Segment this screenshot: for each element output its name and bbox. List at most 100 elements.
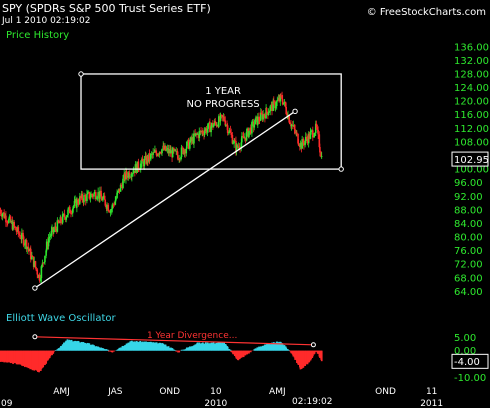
candle-body: [210, 122, 213, 127]
candle-body: [318, 134, 321, 147]
box-handle: [78, 71, 84, 77]
ewo-bar: [182, 349, 185, 351]
ewo-bar: [249, 350, 252, 353]
ewo-bar: [303, 350, 305, 366]
candle-body: [268, 111, 271, 113]
candle-body: [223, 116, 225, 121]
candle-body: [209, 122, 211, 133]
candle-body: [147, 156, 149, 162]
ewo-bar: [125, 343, 128, 351]
candle-body: [187, 139, 190, 149]
candle-body: [86, 194, 88, 202]
ewo-bar: [136, 341, 139, 351]
candle-body: [258, 116, 260, 121]
candle-body: [244, 137, 247, 141]
ewo-tick-label: 5.00: [454, 333, 476, 344]
ewo-bar: [122, 346, 124, 351]
candle-body: [47, 238, 50, 247]
candle-body: [271, 104, 273, 111]
candle-body: [274, 106, 277, 109]
trendline: [34, 110, 296, 289]
ewo-bar: [269, 344, 272, 351]
candle-body: [302, 139, 305, 143]
candle-body: [284, 101, 287, 107]
ewo-bar: [214, 343, 217, 351]
candle-body: [313, 133, 316, 137]
ewo-bar: [108, 350, 110, 352]
candle-body: [141, 158, 144, 162]
ewo-bar: [0, 350, 2, 362]
ewo-bar: [191, 346, 194, 351]
candle-body: [212, 124, 215, 128]
candle-body: [226, 124, 228, 126]
candle-body: [196, 133, 199, 135]
candle-body: [157, 154, 159, 156]
ewo-bar: [104, 349, 107, 351]
candle-body: [143, 158, 146, 167]
ewo-bar: [296, 350, 298, 363]
price-tick-label: 108.00: [454, 137, 489, 148]
price-tick-label: 100.00: [454, 165, 489, 176]
ewo-bar: [178, 350, 181, 353]
box-handle: [338, 166, 344, 172]
ewo-bar: [177, 350, 179, 353]
ewo-bar: [226, 346, 229, 351]
ewo-bar: [138, 341, 140, 351]
candle-body: [296, 132, 298, 134]
x-year-label: 2010: [204, 399, 227, 408]
ewo-bar: [219, 342, 222, 351]
candle-body: [8, 216, 11, 219]
candle-body: [316, 127, 319, 130]
ewo-bar: [141, 341, 144, 351]
ewo-bar: [51, 350, 53, 356]
candle-body: [315, 123, 318, 128]
candle-body: [6, 222, 9, 224]
candle-body: [13, 226, 16, 228]
ewo-bar: [205, 343, 208, 351]
ewo-bar: [186, 347, 188, 351]
ewo-bar: [212, 342, 215, 351]
ewo-bar: [40, 350, 43, 369]
candle-body: [317, 129, 319, 135]
ewo-series: 1 Year Divergence...: [0, 331, 323, 373]
candle-body: [95, 198, 98, 200]
ewo-bar: [123, 345, 126, 351]
candle-body: [119, 184, 122, 192]
candle-body: [186, 141, 188, 149]
candle-body: [136, 161, 138, 173]
ewo-bar: [81, 342, 84, 351]
ewo-bar: [313, 350, 316, 354]
ewo-bar: [189, 346, 192, 351]
candle-body: [319, 146, 321, 153]
ewo-bar: [200, 343, 202, 351]
candle-body: [43, 261, 46, 263]
ewo-bar: [45, 350, 48, 362]
x-tick-label: 10: [210, 387, 222, 397]
ewo-bar: [184, 349, 186, 351]
candle-body: [221, 115, 224, 118]
candle-body: [22, 236, 25, 246]
candle-body: [230, 132, 233, 135]
ewo-bar: [65, 340, 68, 351]
candle-body: [160, 152, 163, 154]
candle-body: [233, 140, 236, 142]
ewo-bar: [100, 347, 103, 351]
candle-body: [57, 220, 60, 223]
candle-body: [290, 124, 293, 127]
ewo-bar: [233, 350, 236, 357]
candle-body: [246, 128, 248, 132]
last-price-box: [451, 151, 489, 167]
price-tick-label: 120.00: [454, 97, 489, 108]
candle-body: [174, 149, 177, 152]
candle-body: [137, 161, 140, 170]
candle-body: [283, 103, 285, 105]
candle-body: [306, 139, 309, 144]
candle-body: [283, 101, 286, 104]
ewo-bar: [207, 343, 210, 351]
x-tick-label: OND: [159, 387, 180, 397]
ewo-bar: [154, 342, 156, 351]
ewo-bar: [320, 350, 323, 362]
candle-body: [63, 213, 66, 218]
x-year-label: 09: [1, 399, 13, 408]
